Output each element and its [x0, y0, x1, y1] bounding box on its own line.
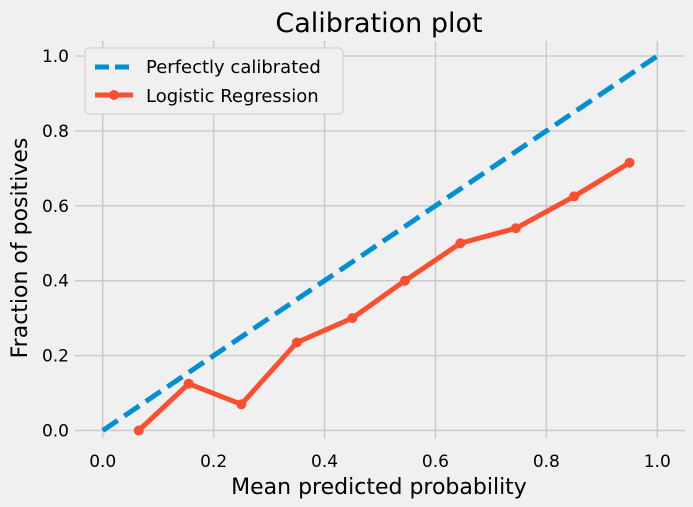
series-line-perfectly-calibrated [101, 53, 659, 433]
x-tick-label: 0.6 [422, 452, 449, 472]
data-point-logistic-regression [236, 399, 247, 410]
x-tick-label: 0.2 [200, 452, 227, 472]
x-tick-label: 0.0 [89, 452, 116, 472]
series-line-logistic-regression [137, 160, 631, 433]
data-point-logistic-regression [569, 191, 580, 202]
x-tick-labels: 0.0 0.2 0.4 0.6 0.8 1.0 [89, 452, 671, 472]
x-tick-label: 1.0 [644, 452, 671, 472]
data-point-logistic-regression [347, 313, 358, 324]
y-tick-label: 0.6 [42, 197, 69, 217]
legend-marker-logistic-regression [109, 90, 119, 100]
legend-label-logistic-regression: Logistic Regression [146, 86, 319, 107]
legend-box [84, 47, 344, 115]
data-point-logistic-regression [183, 378, 194, 389]
series-layer [101, 53, 659, 436]
y-tick-label: 0.2 [42, 347, 69, 367]
y-axis-label: Fraction of positives [8, 138, 33, 359]
data-point-logistic-regression [510, 223, 521, 234]
y-tick-label: 0.0 [42, 422, 69, 442]
y-tick-label: 1.0 [42, 47, 69, 67]
data-point-logistic-regression [399, 275, 410, 286]
x-tick-label: 0.8 [533, 452, 560, 472]
chart-title: Calibration plot [275, 8, 482, 39]
y-tick-label: 0.8 [42, 122, 69, 142]
legend: Perfectly calibrated Logistic Regression [84, 47, 344, 115]
data-point-logistic-regression [133, 425, 144, 436]
x-axis-label: Mean predicted probability [231, 475, 527, 500]
data-point-logistic-regression [291, 337, 302, 348]
data-point-logistic-regression [624, 157, 635, 168]
data-point-logistic-regression [455, 238, 466, 249]
y-tick-label: 0.4 [42, 272, 69, 292]
legend-label-perfectly-calibrated: Perfectly calibrated [146, 57, 321, 78]
y-tick-labels: 0.0 0.2 0.4 0.6 0.8 1.0 [42, 47, 69, 442]
x-tick-label: 0.4 [311, 452, 338, 472]
